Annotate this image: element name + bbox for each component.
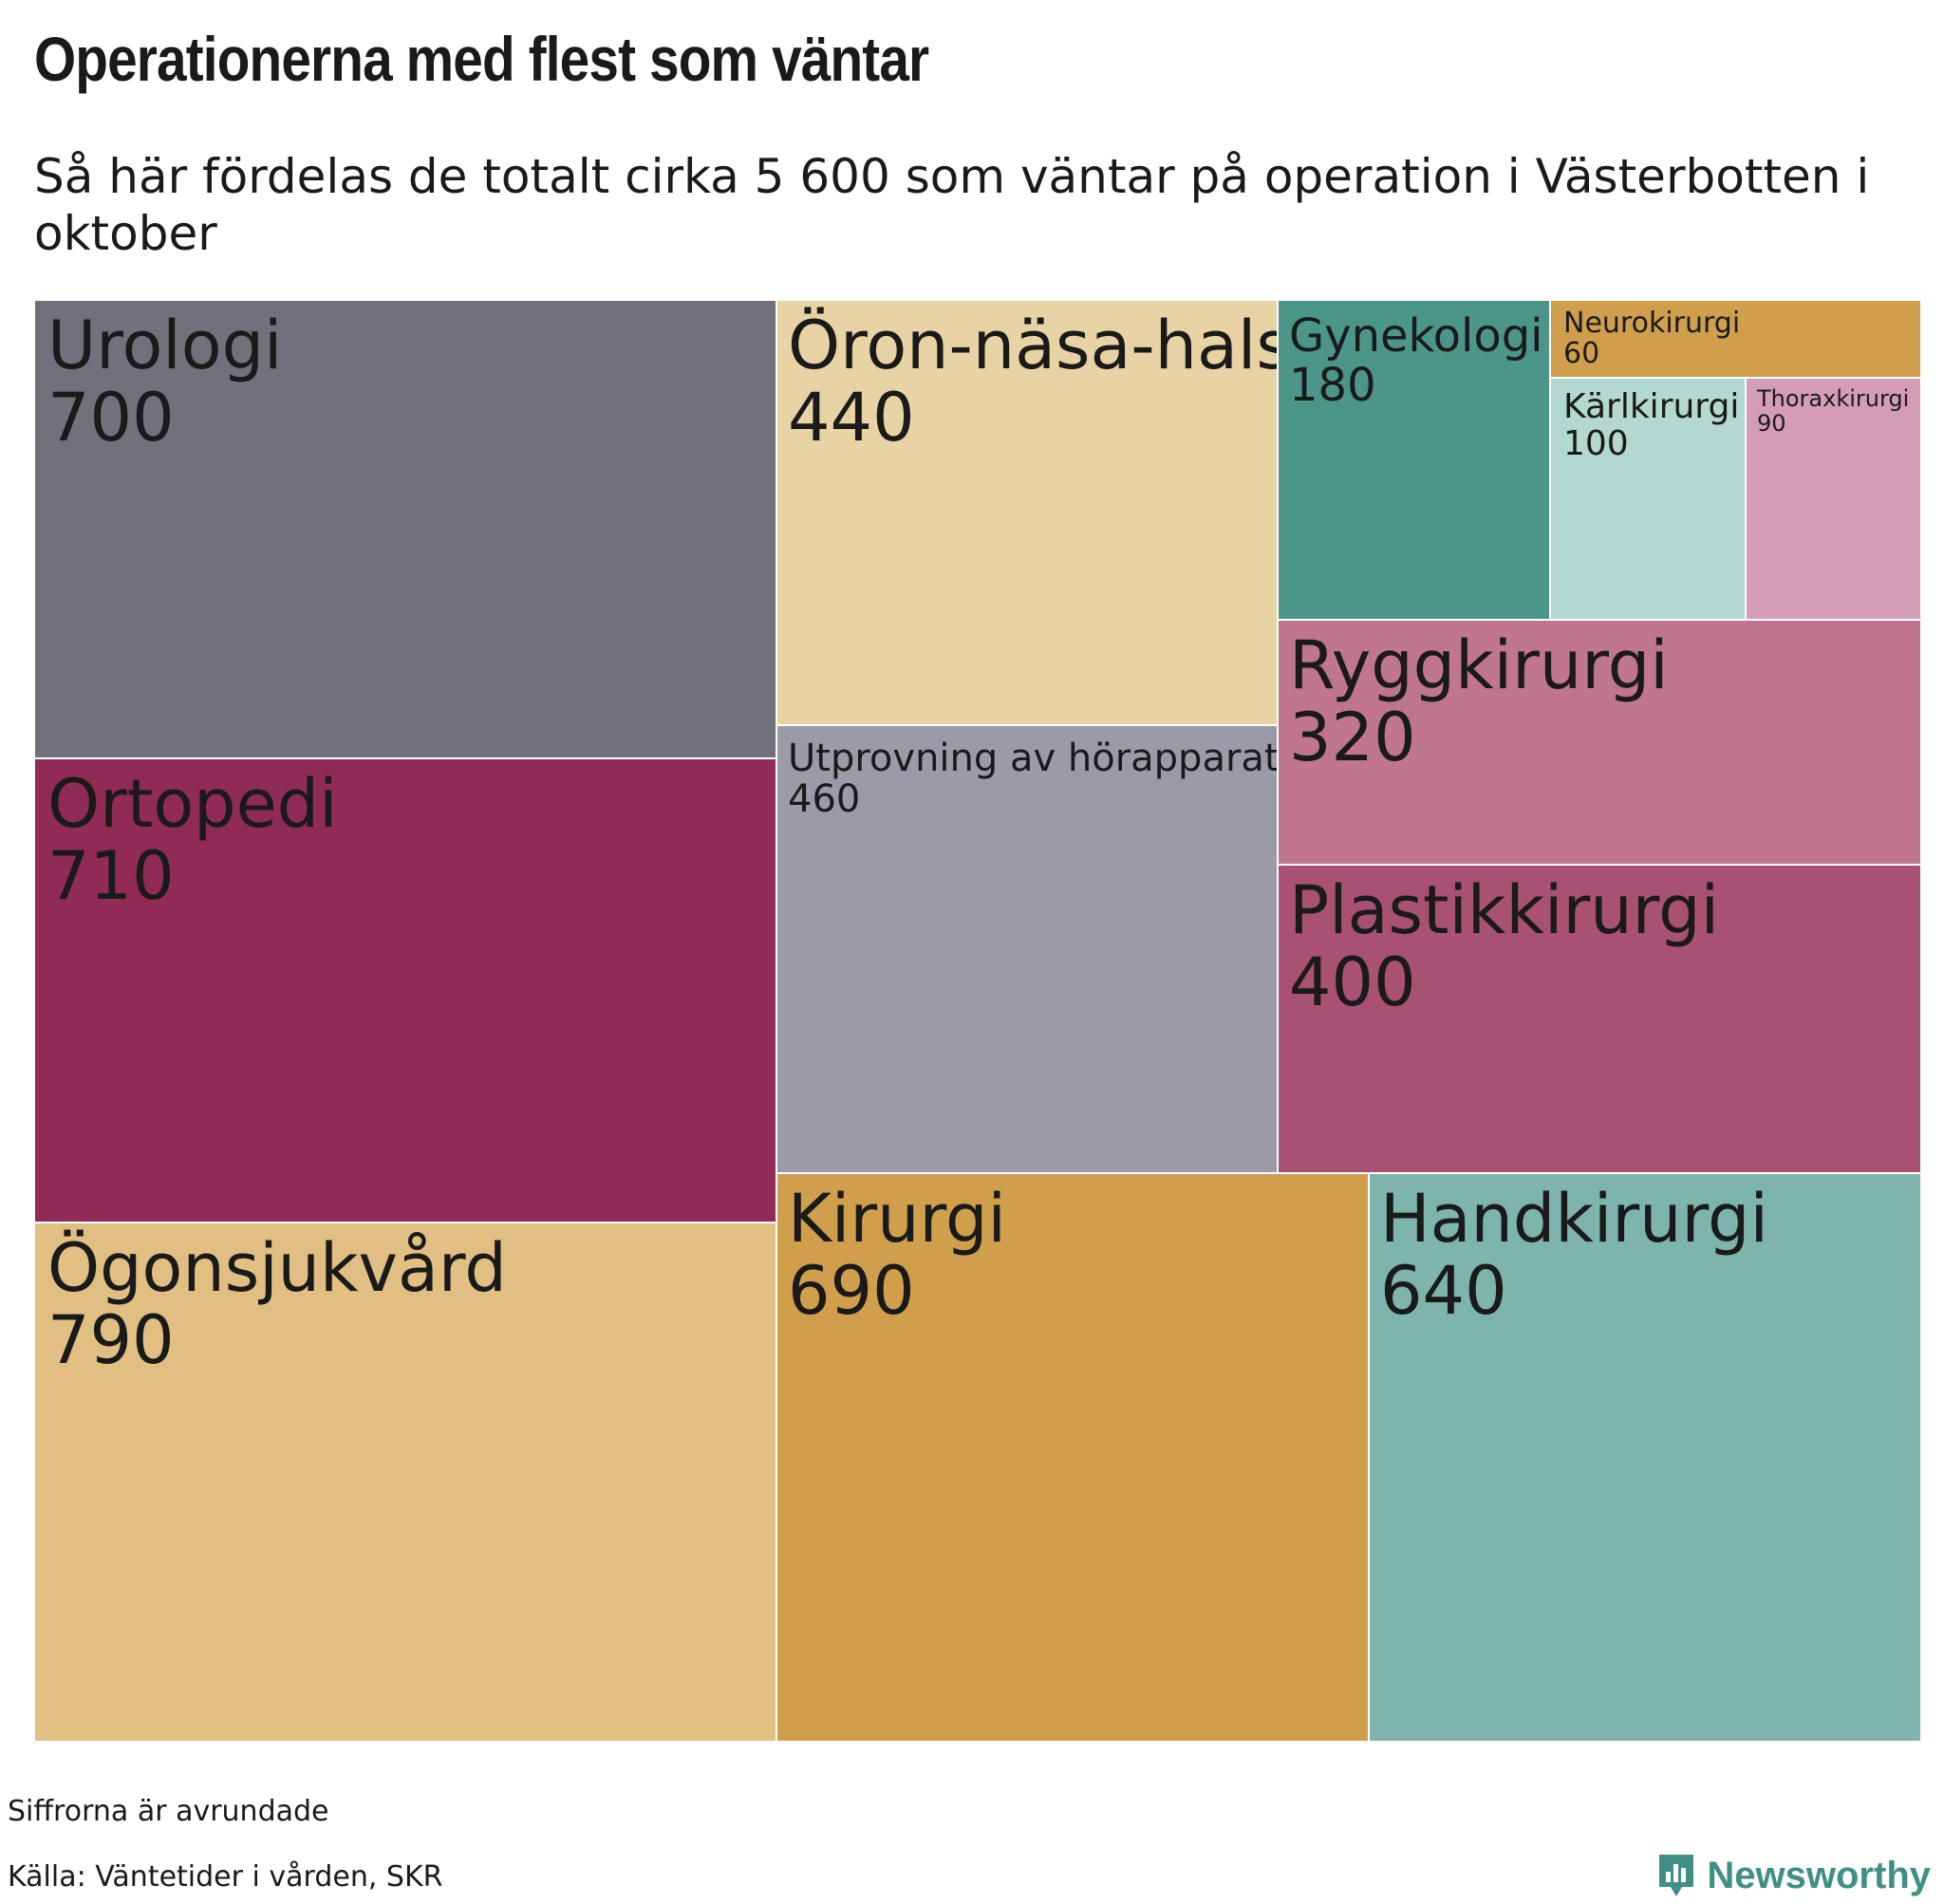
treemap-label-karlkirurgi: Kärlkirurgi	[1563, 387, 1739, 426]
treemap-value-handkirurgi: 640	[1380, 1252, 1507, 1330]
treemap-value-kirurgi: 690	[788, 1252, 915, 1330]
treemap-label-plastikkirurgi: Plastikkirurgi	[1289, 871, 1719, 949]
treemap-value-neurokirurgi: 60	[1563, 337, 1599, 370]
treemap-label-neurokirurgi: Neurokirurgi	[1563, 307, 1740, 340]
treemap-rect-ogonsjukvard	[33, 1222, 777, 1743]
treemap-value-urologi: 700	[47, 379, 175, 457]
newsworthy-icon	[1659, 1855, 1694, 1896]
treemap-value-utprovning-av-horapparat: 460	[788, 777, 860, 821]
treemap-rect-karlkirurgi	[1549, 377, 1747, 621]
treemap-rect-ortopedi	[33, 757, 777, 1223]
treemap-rect-handkirurgi	[1368, 1172, 1922, 1743]
treemap-value-oron-nasa-hals: 440	[788, 379, 915, 457]
treemap-rect-ryggkirurgi	[1277, 619, 1922, 866]
rounding-note: Siffrorna är avrundade	[8, 1795, 329, 1828]
brand-name: Newsworthy	[1707, 1854, 1931, 1896]
treemap-rect-oron-nasa-hals	[776, 299, 1279, 726]
treemap-label-handkirurgi: Handkirurgi	[1380, 1180, 1768, 1258]
treemap-value-thoraxkirurgi: 90	[1757, 410, 1786, 437]
treemap-label-ogonsjukvard: Ögonsjukvård	[47, 1229, 507, 1307]
treemap-value-gynekologi: 180	[1289, 359, 1376, 412]
chart-subtitle: Så här fördelas de totalt cirka 5 600 so…	[34, 149, 1870, 261]
treemap-label-oron-nasa-hals: Öron-näsa-hals	[788, 307, 1291, 384]
treemap-rect-plastikkirurgi	[1277, 864, 1922, 1174]
treemap-label-urologi: Urologi	[47, 307, 282, 384]
chart-title: Operationerna med flest som väntar	[34, 24, 929, 94]
treemap-value-ortopedi: 710	[47, 837, 175, 915]
treemap-label-thoraxkirurgi: Thoraxkirurgi	[1756, 385, 1909, 412]
treemap-value-plastikkirurgi: 400	[1289, 943, 1416, 1021]
treemap-rect-thoraxkirurgi	[1745, 377, 1922, 621]
treemap-value-ogonsjukvard: 790	[47, 1301, 175, 1379]
newsworthy-logo: Newsworthy	[1655, 1847, 1931, 1904]
treemap-rect-utprovning-av-horapparat	[776, 724, 1279, 1174]
treemap-label-gynekologi: Gynekologi	[1289, 309, 1543, 363]
treemap-label-ortopedi: Ortopedi	[47, 765, 338, 843]
treemap-rect-gynekologi	[1277, 299, 1551, 621]
treemap-rect-neurokirurgi	[1549, 299, 1922, 379]
treemap-label-ryggkirurgi: Ryggkirurgi	[1289, 626, 1669, 704]
treemap-label-kirurgi: Kirurgi	[788, 1180, 1006, 1258]
source-note: Källa: Väntetider i vården, SKR	[8, 1860, 443, 1894]
treemap-value-ryggkirurgi: 320	[1289, 699, 1416, 776]
treemap-label-utprovning-av-horapparat: Utprovning av hörapparat	[788, 737, 1280, 780]
treemap-value-karlkirurgi: 100	[1563, 424, 1629, 463]
